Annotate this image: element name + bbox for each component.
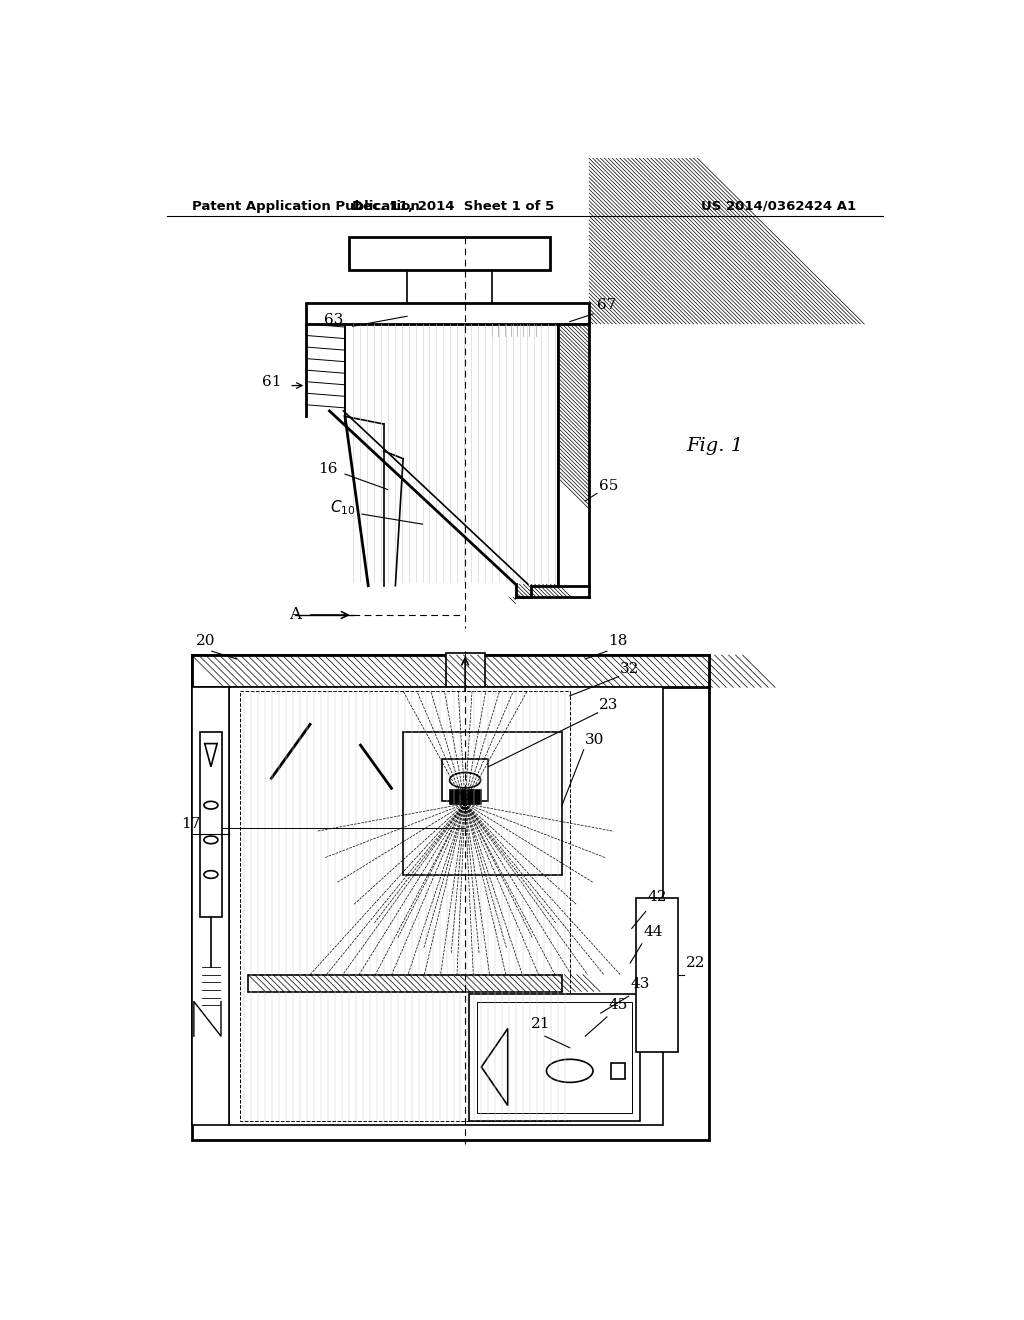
Text: $C_{10}$: $C_{10}$ [330,499,355,517]
Text: Patent Application Publication: Patent Application Publication [191,199,419,213]
Text: 16: 16 [317,462,337,475]
Bar [200,733,222,917]
Bar [450,789,480,804]
Bar [241,692,569,1121]
Text: 44: 44 [643,925,663,939]
Text: 22: 22 [686,956,706,970]
Bar [403,733,562,875]
Text: 30: 30 [586,733,604,747]
Text: 65: 65 [599,479,618,492]
Bar [445,653,484,688]
Text: A: A [289,606,301,623]
Text: 63: 63 [324,313,343,327]
Bar [248,974,562,991]
Bar [636,898,678,1052]
Bar [442,759,488,801]
Text: 32: 32 [621,661,640,676]
Bar [611,1063,625,1078]
Bar [191,655,710,688]
Bar [477,1002,632,1113]
Text: 18: 18 [608,634,628,648]
Text: 17: 17 [180,817,200,832]
Text: Dec. 11, 2014  Sheet 1 of 5: Dec. 11, 2014 Sheet 1 of 5 [352,199,555,213]
Text: 61: 61 [262,375,282,388]
Text: 20: 20 [197,634,216,648]
Bar [228,688,663,1125]
Text: 45: 45 [608,998,628,1012]
Text: 42: 42 [647,891,667,904]
Bar [349,238,550,271]
Bar [191,688,228,1125]
Text: 23: 23 [599,698,618,711]
Text: 21: 21 [531,1018,551,1031]
Text: 43: 43 [630,977,649,991]
Bar [306,304,589,323]
Bar [558,323,589,586]
Text: 67: 67 [597,297,616,312]
Text: US 2014/0362424 A1: US 2014/0362424 A1 [701,199,856,213]
Bar [469,994,640,1121]
Text: Fig. 1: Fig. 1 [686,437,743,455]
Bar [191,655,710,1140]
